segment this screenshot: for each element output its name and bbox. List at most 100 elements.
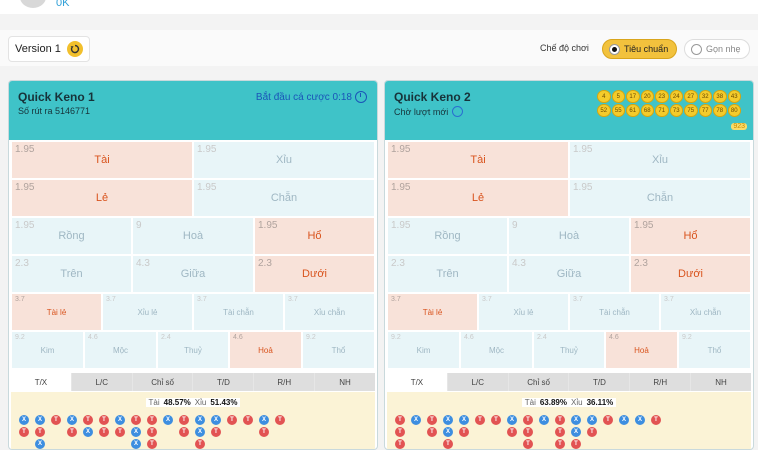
version-selector[interactable]: Version 1 bbox=[8, 36, 90, 62]
tab-rh[interactable]: R/H bbox=[630, 373, 691, 391]
xiu-result-bead: X bbox=[587, 415, 597, 425]
bet-chan[interactable]: 1.95 Chẵn bbox=[193, 179, 375, 217]
bet-label: Hổ bbox=[683, 230, 698, 242]
odd-value: 1.95 bbox=[634, 220, 654, 231]
bet-taichan[interactable]: 3.7 Tài chẵn bbox=[569, 293, 660, 331]
drawn-ball: 20 bbox=[640, 90, 654, 103]
bet-thuy[interactable]: 2.4 Thuỷ bbox=[533, 331, 605, 369]
drawn-ball: 38 bbox=[713, 90, 727, 103]
balance-text: 0K bbox=[56, 0, 70, 9]
bet-duoi[interactable]: 2.3 Dưới bbox=[630, 255, 751, 293]
bet-taile[interactable]: 3.7 Tài lẻ bbox=[387, 293, 478, 331]
bet-label: Thuỷ bbox=[560, 345, 578, 355]
bet-taichan[interactable]: 3.7 Tài chẵn bbox=[193, 293, 284, 331]
bet-label: Hoà bbox=[558, 230, 580, 242]
history-column: X bbox=[163, 415, 173, 449]
bet-grid: 1.95 Tài 1.95 Xỉu 1.95 Lẻ 1.95 Chẵn 1.95 Rồng… bbox=[387, 141, 751, 369]
bet-chan[interactable]: 1.95 Chẵn bbox=[569, 179, 751, 217]
bet-duoi[interactable]: 2.3 Dưới bbox=[254, 255, 375, 293]
xiu-result-bead: X bbox=[411, 415, 421, 425]
bet-xiuchan[interactable]: 3.7 Xỉu chẵn bbox=[284, 293, 375, 331]
bet-tho[interactable]: 9.2 Thổ bbox=[678, 331, 751, 369]
tab-chiso[interactable]: Chỉ số bbox=[132, 373, 193, 391]
tab-rh[interactable]: R/H bbox=[254, 373, 315, 391]
history-column: T bbox=[227, 415, 237, 449]
drawn-ball: 75 bbox=[684, 104, 698, 117]
mode-lite-toggle[interactable]: Gọn nhẹ bbox=[684, 39, 750, 59]
tai-result-bead: T bbox=[427, 415, 437, 425]
odd-value: 2.3 bbox=[15, 258, 29, 269]
bet-kim[interactable]: 9.2 Kim bbox=[11, 331, 84, 369]
xiu-result-bead: X bbox=[19, 415, 29, 425]
bet-tren[interactable]: 2.3 Trên bbox=[387, 255, 508, 293]
bet-label: Dưới bbox=[302, 268, 327, 280]
xiu-result-bead: X bbox=[83, 427, 93, 437]
bet-ho[interactable]: 1.95 Hổ bbox=[630, 217, 751, 255]
bet-moc[interactable]: 4.6 Mộc bbox=[460, 331, 533, 369]
bet-tren[interactable]: 2.3 Trên bbox=[11, 255, 132, 293]
bet-xiule[interactable]: 3.7 Xỉu lẻ bbox=[102, 293, 193, 331]
bet-xiu[interactable]: 1.95 Xỉu bbox=[193, 141, 375, 179]
bet-xiuchan[interactable]: 3.7 Xỉu chẵn bbox=[660, 293, 751, 331]
mode-standard-toggle[interactable]: Tiêu chuẩn bbox=[602, 39, 678, 59]
tab-tx[interactable]: T/X bbox=[387, 373, 447, 391]
odd-value: 1.95 bbox=[391, 220, 411, 231]
bet-label: Mộc bbox=[112, 345, 129, 355]
bet-giua[interactable]: 4.3 Giữa bbox=[508, 255, 630, 293]
odd-value: 3.7 bbox=[15, 296, 25, 303]
tai-result-bead: T bbox=[195, 439, 205, 449]
bet-le[interactable]: 1.95 Lẻ bbox=[11, 179, 193, 217]
bet-tai[interactable]: 1.95 Tài bbox=[11, 141, 193, 179]
radio-empty-icon bbox=[691, 43, 702, 55]
bet-hoa-element[interactable]: 4.6 Hoả bbox=[229, 331, 302, 369]
tai-percent: 63.89% bbox=[539, 398, 567, 407]
tab-lc[interactable]: L/C bbox=[447, 373, 508, 391]
countdown-text: Bắt đầu cá cược 0:18 bbox=[255, 91, 352, 103]
bet-hoa-element[interactable]: 4.6 Hoả bbox=[605, 331, 678, 369]
odd-value: 2.3 bbox=[258, 258, 272, 269]
bet-rong[interactable]: 1.95 Rồng bbox=[11, 217, 132, 255]
tab-td[interactable]: T/D bbox=[193, 373, 254, 391]
avatar[interactable] bbox=[20, 0, 46, 8]
bet-xiule[interactable]: 3.7 Xỉu lẻ bbox=[478, 293, 569, 331]
bet-thuy[interactable]: 2.4 Thuỷ bbox=[157, 331, 229, 369]
tab-lc[interactable]: L/C bbox=[71, 373, 132, 391]
odd-value: 1.95 bbox=[391, 182, 411, 193]
bet-tho[interactable]: 9.2 Thổ bbox=[302, 331, 375, 369]
bet-kim[interactable]: 9.2 Kim bbox=[387, 331, 460, 369]
bet-le[interactable]: 1.95 Lẻ bbox=[387, 179, 569, 217]
bet-tai[interactable]: 1.95 Tài bbox=[387, 141, 569, 179]
bet-ho[interactable]: 1.95 Hổ bbox=[254, 217, 375, 255]
tab-chiso[interactable]: Chỉ số bbox=[508, 373, 569, 391]
bet-label: Trên bbox=[60, 268, 83, 280]
panel-title: Quick Keno 2 bbox=[394, 90, 471, 104]
drawn-ball: 17 bbox=[626, 90, 640, 103]
bet-label: Giữa bbox=[556, 268, 582, 280]
tab-tx[interactable]: T/X bbox=[11, 373, 71, 391]
drawn-ball: 73 bbox=[669, 104, 683, 117]
bet-label: Thổ bbox=[331, 345, 346, 355]
tab-nh[interactable]: NH bbox=[691, 373, 751, 391]
bet-xiu[interactable]: 1.95 Xỉu bbox=[569, 141, 751, 179]
refresh-icon[interactable] bbox=[66, 41, 83, 57]
bet-hoa[interactable]: 9 Hoà bbox=[508, 217, 630, 255]
bet-giua[interactable]: 4.3 Giữa bbox=[132, 255, 254, 293]
tab-nh[interactable]: NH bbox=[315, 373, 375, 391]
tab-td[interactable]: T/D bbox=[569, 373, 630, 391]
bet-rong[interactable]: 1.95 Rồng bbox=[387, 217, 508, 255]
bet-hoa[interactable]: 9 Hoà bbox=[132, 217, 254, 255]
bet-moc[interactable]: 4.6 Mộc bbox=[84, 331, 157, 369]
drawn-ball: 61 bbox=[626, 104, 640, 117]
tai-result-bead: T bbox=[51, 415, 61, 425]
odd-value: 1.95 bbox=[573, 182, 593, 193]
bet-taile[interactable]: 3.7 Tài lẻ bbox=[11, 293, 102, 331]
drawn-ball: 43 bbox=[727, 90, 741, 103]
odd-value: 9.2 bbox=[391, 334, 401, 341]
bet-label: Tài chẵn bbox=[599, 307, 630, 317]
tai-result-bead: T bbox=[475, 415, 485, 425]
mode-lite-label: Gọn nhẹ bbox=[706, 44, 741, 54]
